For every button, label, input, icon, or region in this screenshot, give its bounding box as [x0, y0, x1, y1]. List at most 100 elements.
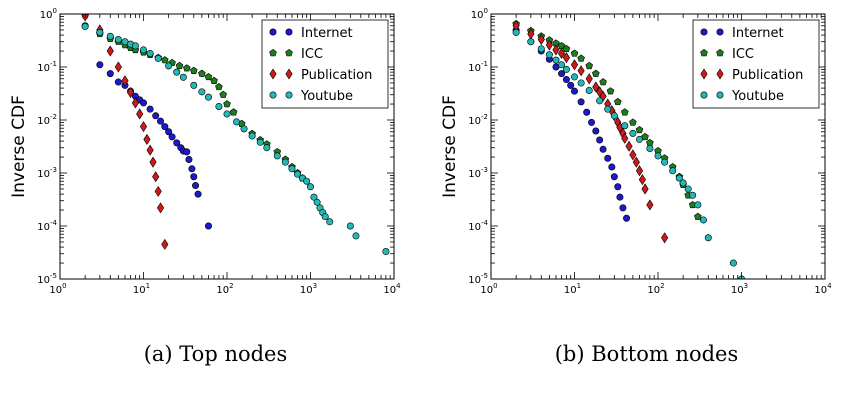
- data-point-internet: [188, 165, 196, 173]
- legend-marker-youtube: [700, 91, 708, 99]
- legend-marker-youtube: [269, 91, 277, 99]
- data-point-icc: [606, 87, 615, 95]
- data-point-youtube: [114, 36, 122, 44]
- data-point-youtube: [240, 125, 248, 133]
- x-tick-label: 101: [564, 282, 581, 296]
- y-tick-label: 10-5: [468, 272, 488, 286]
- data-point-icc: [585, 61, 593, 70]
- y-axis-label: Inverse CDF: [440, 95, 460, 198]
- legend-entry-icc: ICC: [732, 47, 754, 62]
- data-point-youtube: [552, 56, 560, 64]
- data-point-youtube: [248, 132, 256, 140]
- x-tick-label: 102: [216, 282, 233, 296]
- data-point-icc: [629, 118, 637, 126]
- data-point-icc: [562, 44, 571, 53]
- data-point-internet: [204, 222, 212, 230]
- data-point-internet: [571, 87, 579, 95]
- data-point-publication: [552, 44, 560, 56]
- data-point-publication: [154, 185, 162, 197]
- x-tick-label: 102: [647, 282, 664, 296]
- x-tick-label: 104: [814, 282, 832, 296]
- x-tick-label: 103: [731, 282, 748, 296]
- data-point-youtube: [106, 32, 114, 40]
- caption-top-nodes: (a) Top nodes: [143, 342, 288, 366]
- data-point-publication: [143, 133, 151, 145]
- data-point-internet: [168, 133, 176, 141]
- legend-marker-icc: [285, 49, 293, 57]
- data-point-youtube: [179, 73, 187, 81]
- data-point-youtube: [679, 179, 687, 187]
- bottom-degree-chart: 10010110210310410-510-410-310-210-1100Bo…: [440, 7, 832, 296]
- data-point-youtube: [689, 191, 697, 199]
- legend-entry-publication: Publication: [301, 68, 372, 83]
- y-tick-label: 10-1: [37, 60, 57, 74]
- top-degree-chart: 10010110210310410-510-410-310-210-1100To…: [9, 7, 401, 296]
- data-point-youtube: [303, 177, 311, 185]
- legend: Internet ICC Publication Youtube: [692, 19, 820, 109]
- data-point-internet: [588, 118, 596, 126]
- series-internet: [512, 26, 631, 222]
- data-point-youtube: [699, 216, 707, 224]
- data-point-youtube: [562, 65, 570, 73]
- x-tick-label: 100: [480, 282, 497, 296]
- data-point-youtube: [96, 28, 104, 36]
- data-point-publication: [625, 140, 633, 152]
- y-tick-label: 10-5: [37, 272, 57, 286]
- data-point-youtube: [585, 87, 593, 95]
- data-point-youtube: [281, 158, 289, 166]
- plot-area: [81, 14, 390, 256]
- data-point-internet: [599, 145, 607, 153]
- data-point-publication: [635, 165, 644, 177]
- data-point-youtube: [596, 97, 604, 105]
- data-point-internet: [567, 81, 575, 89]
- data-point-internet: [604, 154, 612, 162]
- y-tick-label: 100: [40, 7, 57, 21]
- data-point-youtube: [545, 51, 553, 59]
- data-point-youtube: [577, 79, 585, 87]
- series-publication: [81, 14, 169, 250]
- legend-marker-youtube: [716, 91, 724, 99]
- data-point-youtube: [223, 110, 231, 118]
- y-tick-label: 10-3: [37, 166, 57, 180]
- data-point-publication: [646, 199, 654, 211]
- axis-ticks: [59, 13, 395, 280]
- data-point-internet: [562, 76, 570, 84]
- data-point-youtube: [646, 144, 654, 152]
- data-point-youtube: [313, 198, 321, 206]
- data-point-youtube: [512, 28, 520, 36]
- data-point-internet: [146, 105, 154, 113]
- data-point-icc: [620, 108, 629, 116]
- data-point-youtube: [352, 232, 360, 240]
- data-point-youtube: [81, 23, 89, 31]
- data-point-publication: [570, 59, 579, 71]
- data-point-youtube: [729, 259, 737, 267]
- data-point-youtube: [294, 170, 302, 178]
- data-point-internet: [190, 173, 198, 181]
- data-point-youtube: [306, 183, 314, 191]
- legend-marker-publication: [269, 68, 277, 80]
- data-point-youtube: [694, 201, 702, 209]
- legend: Internet ICC Publication Youtube: [261, 19, 389, 109]
- data-point-publication: [545, 39, 553, 51]
- legend-box: [261, 19, 389, 109]
- data-point-youtube: [571, 73, 579, 81]
- x-tick-label: 101: [133, 282, 150, 296]
- y-tick-label: 10-2: [37, 113, 57, 127]
- data-point-internet: [183, 148, 191, 156]
- data-point-youtube: [310, 193, 318, 201]
- data-point-youtube: [621, 122, 629, 130]
- data-point-publication: [577, 65, 585, 77]
- data-point-publication: [629, 149, 637, 161]
- chart-panel-top-nodes: 10010110210310410-510-410-310-210-1100To…: [0, 0, 431, 394]
- data-point-youtube: [684, 185, 692, 193]
- data-point-icc: [198, 69, 206, 77]
- data-point-youtube: [204, 93, 212, 101]
- data-point-publication: [661, 232, 669, 244]
- data-point-icc: [635, 125, 644, 134]
- data-point-publication: [149, 156, 157, 168]
- data-point-publication: [641, 183, 649, 195]
- data-point-publication: [638, 174, 646, 186]
- data-point-internet: [610, 173, 618, 181]
- data-point-icc: [219, 90, 227, 98]
- data-point-internet: [106, 70, 114, 78]
